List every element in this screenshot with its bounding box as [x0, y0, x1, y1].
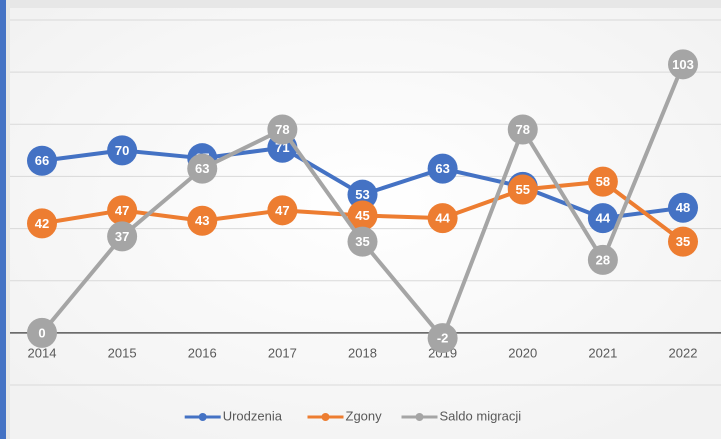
data-label: 42 — [35, 216, 49, 231]
data-point — [107, 221, 138, 252]
data-point — [347, 200, 378, 231]
data-point — [347, 226, 378, 257]
x-tick-label: 2015 — [108, 345, 137, 360]
data-label: 35 — [676, 234, 690, 249]
legend-label: Zgony — [346, 408, 383, 423]
data-point — [27, 317, 57, 348]
data-point — [107, 135, 138, 166]
data-point — [507, 114, 538, 145]
data-point — [187, 205, 218, 236]
data-label: 70 — [115, 143, 129, 158]
data-label: 43 — [195, 213, 209, 228]
data-point — [347, 179, 378, 210]
data-point — [267, 114, 298, 145]
x-tick-label: 2018 — [348, 345, 377, 360]
data-label: 78 — [516, 122, 530, 137]
x-tick-label: 2017 — [268, 345, 297, 360]
data-label: 63 — [435, 161, 449, 176]
data-label: 0 — [38, 325, 45, 340]
data-point — [27, 208, 57, 239]
data-point — [587, 244, 618, 275]
data-label: 78 — [275, 122, 289, 137]
data-label: 53 — [355, 187, 369, 202]
legend-marker — [415, 413, 424, 421]
data-point — [187, 153, 218, 184]
data-point — [507, 174, 538, 205]
legend-label: Urodzenia — [223, 408, 283, 423]
data-point — [427, 203, 458, 234]
data-label: 28 — [596, 252, 610, 267]
data-label: 58 — [596, 174, 610, 189]
data-label: -2 — [437, 331, 449, 346]
side-strip — [0, 0, 6, 439]
x-tick-label: 2021 — [588, 345, 617, 360]
data-label: 47 — [275, 203, 289, 218]
legend-marker — [321, 413, 330, 421]
data-label: 103 — [672, 57, 694, 72]
data-point — [668, 49, 698, 80]
data-label: 47 — [115, 203, 129, 218]
legend-marker — [198, 413, 207, 421]
x-tick-label: 2014 — [28, 345, 57, 360]
data-label: 66 — [35, 153, 49, 168]
data-point — [107, 195, 138, 226]
data-label: 45 — [355, 208, 369, 223]
data-label: 44 — [596, 211, 611, 226]
data-label: 37 — [115, 229, 129, 244]
data-point — [587, 203, 618, 234]
data-label: 44 — [435, 211, 450, 226]
data-label: 55 — [516, 182, 530, 197]
x-tick-label: 2022 — [669, 345, 698, 360]
data-point — [427, 153, 458, 184]
data-point — [267, 195, 298, 226]
legend-label: Saldo migracji — [440, 408, 522, 423]
data-point — [668, 192, 698, 223]
x-tick-label: 2016 — [188, 345, 217, 360]
data-label: 35 — [355, 234, 369, 249]
x-tick-label: 2020 — [508, 345, 537, 360]
data-point — [427, 323, 458, 354]
data-label: 63 — [195, 161, 209, 176]
data-point — [27, 145, 57, 176]
data-point — [668, 226, 698, 257]
data-point — [587, 166, 618, 197]
data-label: 48 — [676, 200, 690, 215]
